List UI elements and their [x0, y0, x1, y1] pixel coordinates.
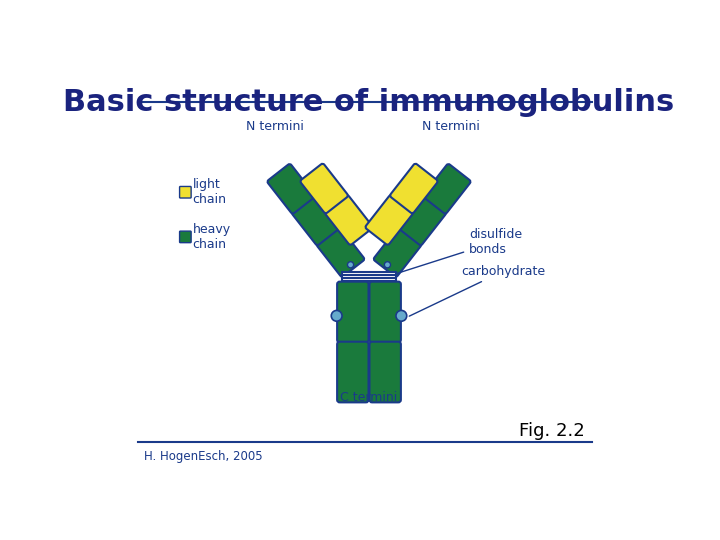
Bar — [342, 272, 396, 281]
Circle shape — [348, 262, 354, 268]
FancyBboxPatch shape — [369, 282, 401, 342]
FancyBboxPatch shape — [390, 164, 438, 213]
FancyBboxPatch shape — [398, 195, 446, 245]
FancyBboxPatch shape — [179, 231, 191, 242]
FancyBboxPatch shape — [268, 164, 315, 213]
FancyBboxPatch shape — [179, 186, 191, 198]
Text: Basic structure of immunoglobulins: Basic structure of immunoglobulins — [63, 88, 675, 117]
Text: N termini: N termini — [246, 120, 304, 133]
FancyBboxPatch shape — [374, 227, 421, 276]
FancyBboxPatch shape — [369, 342, 401, 402]
Circle shape — [384, 262, 390, 268]
Circle shape — [396, 310, 407, 321]
Circle shape — [331, 310, 342, 321]
Text: Fig. 2.2: Fig. 2.2 — [519, 422, 585, 440]
Text: heavy
chain: heavy chain — [193, 223, 231, 251]
FancyBboxPatch shape — [366, 195, 413, 245]
FancyBboxPatch shape — [300, 164, 348, 213]
Text: N termini: N termini — [423, 120, 480, 133]
FancyBboxPatch shape — [317, 227, 364, 276]
FancyBboxPatch shape — [337, 282, 369, 342]
Text: carbohydrate: carbohydrate — [409, 265, 546, 316]
Text: H. HogenEsch, 2005: H. HogenEsch, 2005 — [144, 450, 263, 463]
FancyBboxPatch shape — [423, 164, 470, 213]
Text: light
chain: light chain — [193, 178, 227, 206]
Text: disulfide
bonds: disulfide bonds — [397, 228, 522, 273]
FancyBboxPatch shape — [325, 195, 372, 245]
Text: C termini: C termini — [341, 391, 397, 404]
FancyBboxPatch shape — [337, 342, 369, 402]
FancyBboxPatch shape — [292, 195, 340, 245]
